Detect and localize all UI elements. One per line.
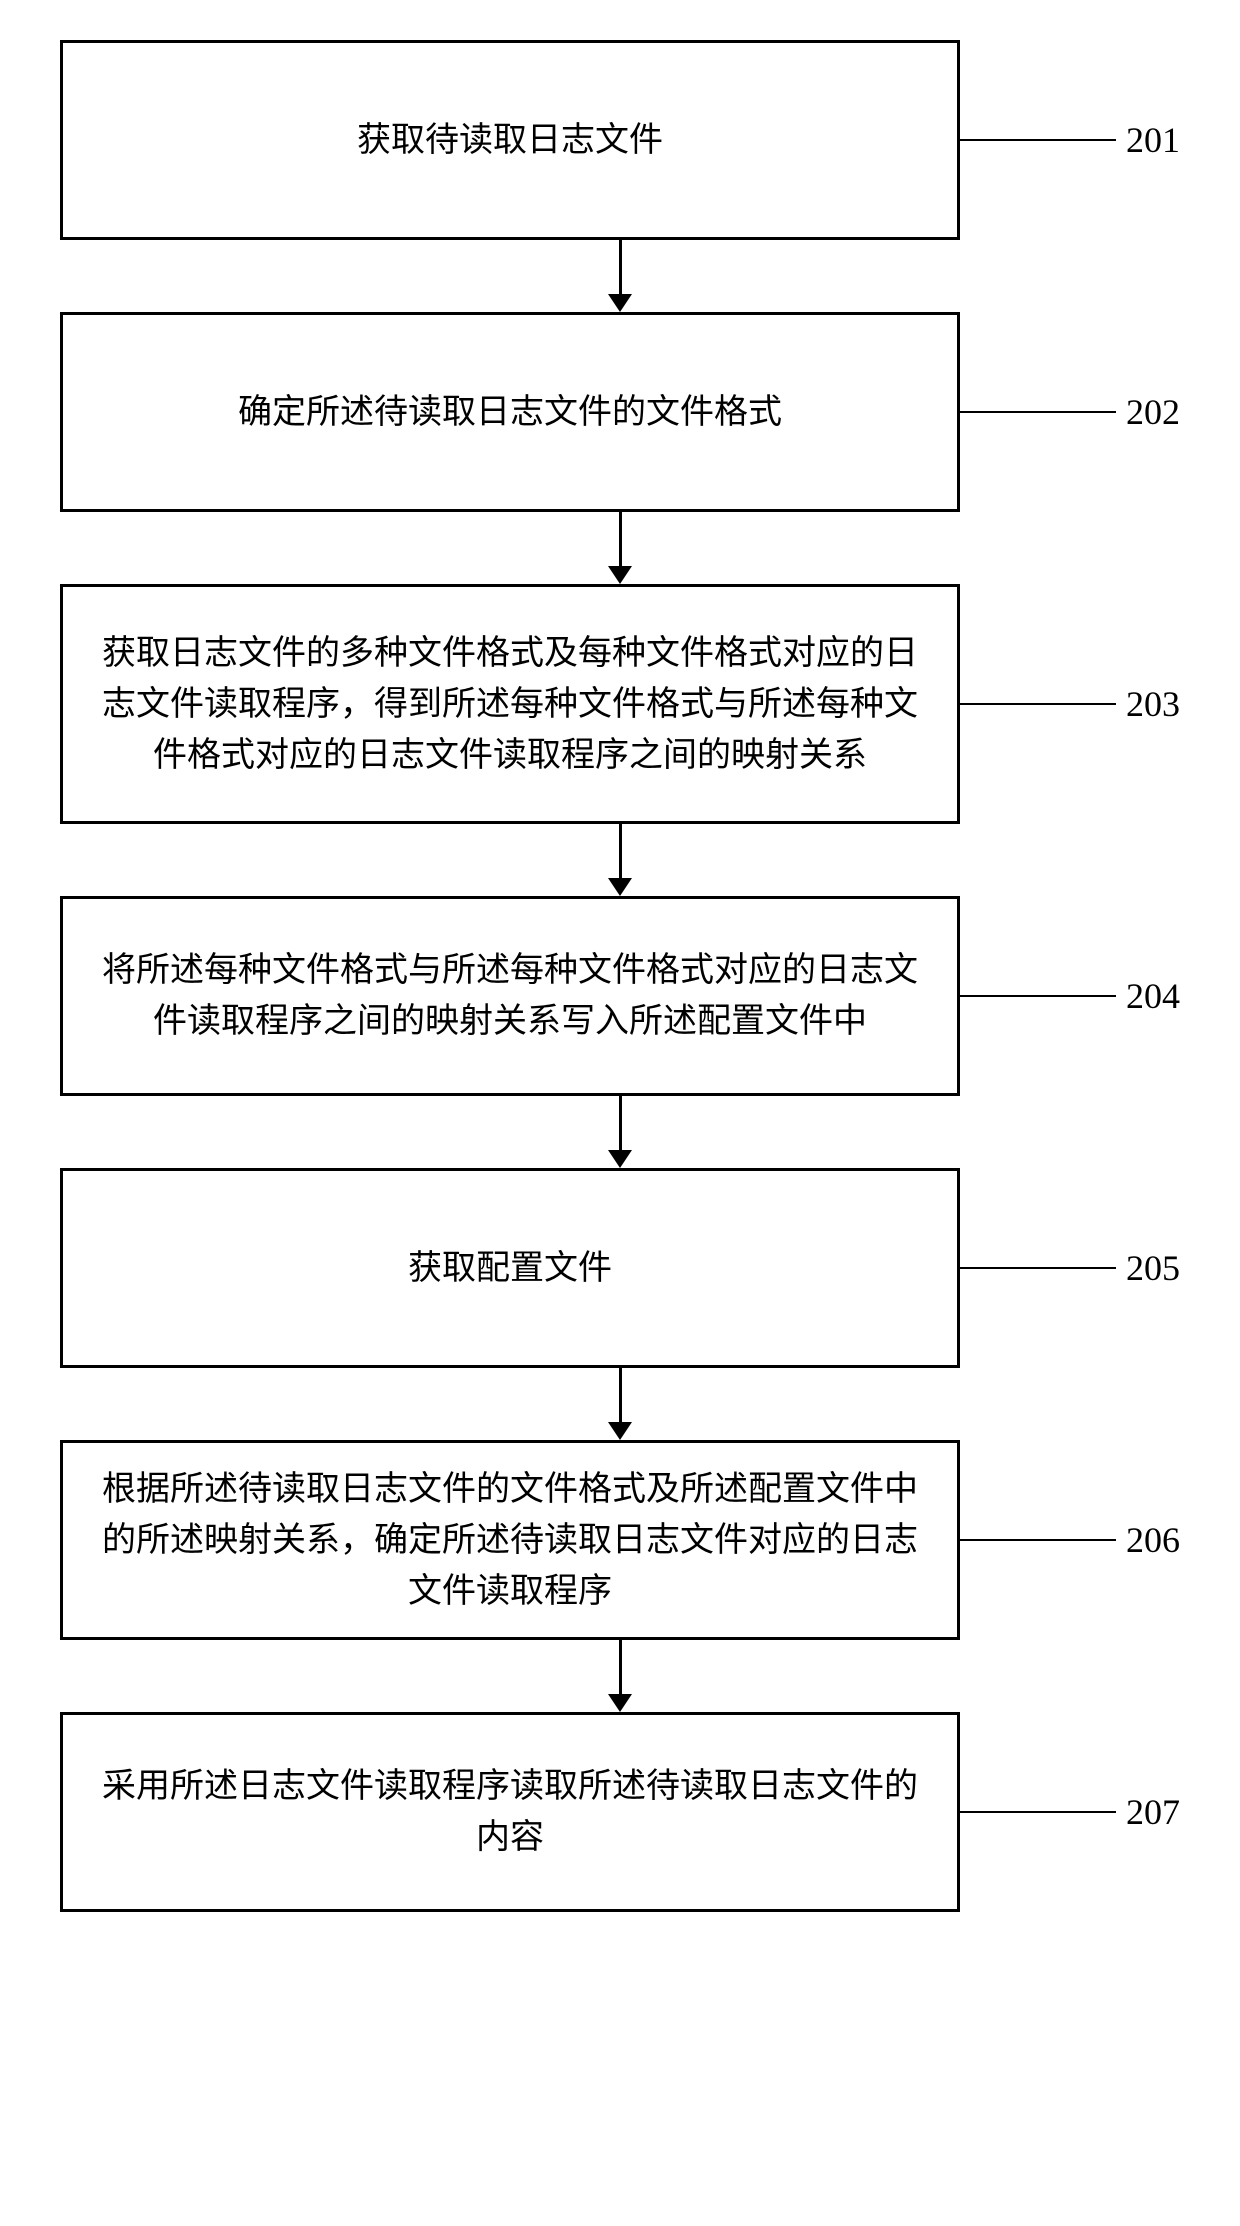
leader: 206 (960, 1519, 1210, 1561)
flow-box: 确定所述待读取日志文件的文件格式 (60, 312, 960, 512)
leader: 203 (960, 683, 1210, 725)
step-number: 201 (1126, 119, 1180, 161)
flow-box: 根据所述待读取日志文件的文件格式及所述配置文件中的所述映射关系，确定所述待读取日… (60, 1440, 960, 1640)
arrow-icon (608, 1368, 632, 1440)
arrow-head-icon (608, 1150, 632, 1168)
leader-line (958, 703, 1116, 705)
flowchart-container: 获取待读取日志文件 201 确定所述待读取日志文件的文件格式 202 获取日志文件的多种… (30, 40, 1210, 1912)
arrow-head-icon (608, 1694, 632, 1712)
leader: 204 (960, 975, 1210, 1017)
leader: 202 (960, 391, 1210, 433)
leader-line (958, 1811, 1116, 1813)
step-number: 207 (1126, 1791, 1180, 1833)
step-number: 206 (1126, 1519, 1180, 1561)
leader-line (958, 411, 1116, 413)
flow-arrow (140, 240, 1100, 312)
flow-step: 将所述每种文件格式与所述每种文件格式对应的日志文件读取程序之间的映射关系写入所述… (30, 896, 1210, 1096)
leader: 201 (960, 119, 1210, 161)
flow-box-text: 采用所述日志文件读取程序读取所述待读取日志文件的内容 (93, 1761, 927, 1863)
arrow-head-icon (608, 878, 632, 896)
flow-box-text: 将所述每种文件格式与所述每种文件格式对应的日志文件读取程序之间的映射关系写入所述… (93, 945, 927, 1047)
step-number: 205 (1126, 1247, 1180, 1289)
arrow-head-icon (608, 1422, 632, 1440)
leader: 205 (960, 1247, 1210, 1289)
arrow-icon (608, 1640, 632, 1712)
flow-step: 获取配置文件 205 (30, 1168, 1210, 1368)
arrow-head-icon (608, 294, 632, 312)
arrow-shaft (619, 1096, 622, 1151)
flow-arrow (140, 512, 1100, 584)
flow-step: 获取日志文件的多种文件格式及每种文件格式对应的日志文件读取程序，得到所述每种文件… (30, 584, 1210, 824)
step-number: 202 (1126, 391, 1180, 433)
leader-line (958, 995, 1116, 997)
arrow-shaft (619, 1368, 622, 1423)
flow-arrow (140, 1096, 1100, 1168)
arrow-icon (608, 1096, 632, 1168)
flow-box: 获取配置文件 (60, 1168, 960, 1368)
flow-box-text: 获取日志文件的多种文件格式及每种文件格式对应的日志文件读取程序，得到所述每种文件… (93, 628, 927, 781)
flow-step: 获取待读取日志文件 201 (30, 40, 1210, 240)
flow-arrow (140, 1640, 1100, 1712)
arrow-icon (608, 512, 632, 584)
arrow-icon (608, 824, 632, 896)
flow-box-text: 获取配置文件 (408, 1243, 612, 1294)
flow-arrow (140, 824, 1100, 896)
arrow-head-icon (608, 566, 632, 584)
leader-line (958, 1539, 1116, 1541)
step-number: 203 (1126, 683, 1180, 725)
leader-line (958, 139, 1116, 141)
flow-box-text: 确定所述待读取日志文件的文件格式 (238, 387, 782, 438)
leader-line (958, 1267, 1116, 1269)
flow-box-text: 根据所述待读取日志文件的文件格式及所述配置文件中的所述映射关系，确定所述待读取日… (93, 1464, 927, 1617)
arrow-shaft (619, 1640, 622, 1695)
arrow-shaft (619, 240, 622, 295)
flow-box: 获取日志文件的多种文件格式及每种文件格式对应的日志文件读取程序，得到所述每种文件… (60, 584, 960, 824)
flow-step: 确定所述待读取日志文件的文件格式 202 (30, 312, 1210, 512)
arrow-shaft (619, 512, 622, 567)
leader: 207 (960, 1791, 1210, 1833)
arrow-shaft (619, 824, 622, 879)
flow-step: 采用所述日志文件读取程序读取所述待读取日志文件的内容 207 (30, 1712, 1210, 1912)
flow-step: 根据所述待读取日志文件的文件格式及所述配置文件中的所述映射关系，确定所述待读取日… (30, 1440, 1210, 1640)
step-number: 204 (1126, 975, 1180, 1017)
arrow-icon (608, 240, 632, 312)
flow-box: 采用所述日志文件读取程序读取所述待读取日志文件的内容 (60, 1712, 960, 1912)
flow-arrow (140, 1368, 1100, 1440)
flow-box: 获取待读取日志文件 (60, 40, 960, 240)
flow-box: 将所述每种文件格式与所述每种文件格式对应的日志文件读取程序之间的映射关系写入所述… (60, 896, 960, 1096)
flow-box-text: 获取待读取日志文件 (357, 115, 663, 166)
